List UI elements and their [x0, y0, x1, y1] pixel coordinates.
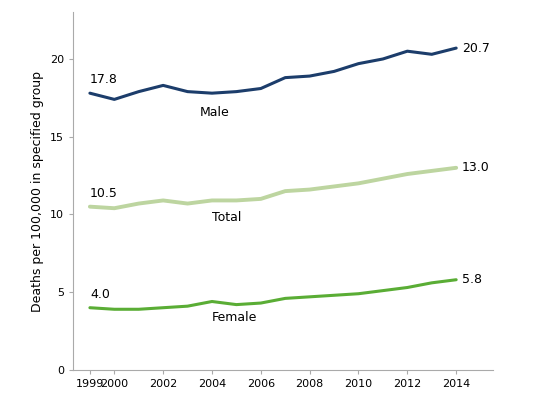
Text: 20.7: 20.7: [462, 42, 489, 55]
Text: 10.5: 10.5: [90, 187, 118, 200]
Text: Female: Female: [212, 311, 258, 324]
Text: Total: Total: [212, 211, 241, 224]
Text: Male: Male: [200, 106, 230, 119]
Text: 4.0: 4.0: [90, 288, 110, 301]
Y-axis label: Deaths per 100,000 in specified group: Deaths per 100,000 in specified group: [31, 71, 44, 312]
Text: 13.0: 13.0: [462, 161, 489, 174]
Text: 17.8: 17.8: [90, 73, 118, 86]
Text: 5.8: 5.8: [462, 273, 482, 286]
